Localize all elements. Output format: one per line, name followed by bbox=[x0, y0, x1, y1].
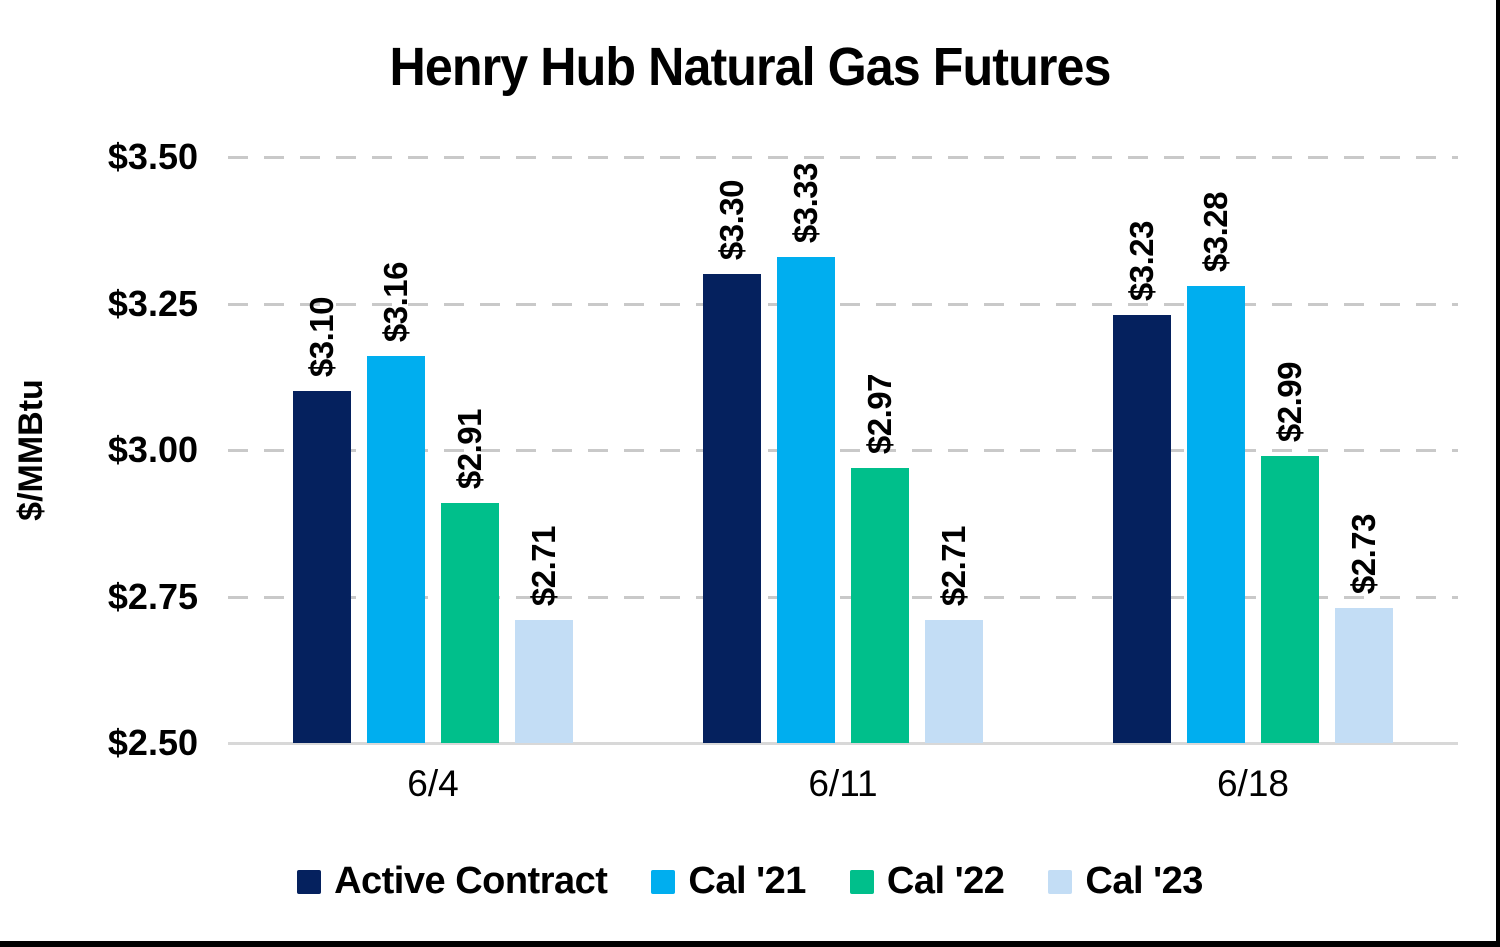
card-border-right bbox=[1496, 0, 1500, 947]
data-label-cal-23-6-18: $2.73 bbox=[1345, 514, 1382, 595]
legend-swatch-active-contract bbox=[297, 869, 322, 894]
bar-groups: $3.10 $3.16 $2.91 $2.71 $3.30 $3.33 $2.97 $2.71… bbox=[228, 157, 1458, 743]
bar-active-contract-6-4: $3.10 bbox=[293, 297, 351, 743]
bar-active-contract-6-18: $3.23 bbox=[1113, 221, 1171, 743]
data-label-cal-21-6-4: $3.16 bbox=[377, 262, 414, 343]
plot-area: $3.10 $3.16 $2.91 $2.71 $3.30 $3.33 $2.97 $2.71… bbox=[228, 156, 1458, 745]
data-label-cal-23-6-11: $2.71 bbox=[935, 525, 972, 606]
data-label-active-contract-6-11: $3.30 bbox=[713, 180, 750, 261]
legend-label-cal-22: Cal '22 bbox=[886, 860, 1005, 902]
bar-cal-23-6-4: $2.71 bbox=[515, 526, 573, 743]
gridline-3-50 bbox=[228, 156, 1458, 159]
data-label-cal-22-6-11: $2.97 bbox=[861, 373, 898, 454]
data-label-active-contract-6-18: $3.23 bbox=[1123, 221, 1160, 302]
bar-cal-22-6-4: $2.91 bbox=[441, 409, 499, 743]
bar-group-6-4: $3.10 $3.16 $2.91 $2.71 bbox=[228, 157, 638, 743]
gridline-2-75 bbox=[228, 595, 1458, 599]
bar-cal-21-6-11: $3.33 bbox=[777, 163, 835, 743]
y-tick-3-50: $3.50 bbox=[107, 136, 198, 177]
bar-group-6-18: $3.23 $3.28 $2.99 $2.73 bbox=[1048, 157, 1458, 743]
bar-cal-23-6-18: $2.73 bbox=[1335, 514, 1393, 743]
legend-item-active-contract: Active Contract bbox=[297, 860, 608, 903]
legend-label-cal-23: Cal '23 bbox=[1085, 860, 1203, 902]
legend-label-cal-21: Cal '21 bbox=[688, 860, 806, 902]
legend-swatch-cal-21 bbox=[651, 869, 676, 894]
bar-active-contract-6-11: $3.30 bbox=[703, 180, 761, 743]
bar-cal-22-6-11: $2.97 bbox=[851, 374, 909, 743]
data-label-cal-21-6-11: $3.33 bbox=[787, 162, 824, 243]
bar-cal-22-6-18: $2.99 bbox=[1261, 362, 1319, 743]
x-tick-6-4: 6/4 bbox=[407, 763, 459, 804]
bar-cal-21-6-18: $3.28 bbox=[1187, 192, 1245, 743]
data-label-cal-22-6-4: $2.91 bbox=[451, 408, 488, 489]
data-label-cal-22-6-18: $2.99 bbox=[1271, 361, 1308, 442]
legend: Active Contract Cal '21 Cal '22 Cal '23 bbox=[0, 860, 1500, 903]
x-axis-labels: 6/4 6/11 6/18 bbox=[228, 763, 1458, 805]
legend-item-cal-21: Cal '21 bbox=[651, 860, 806, 903]
card-border-bottom bbox=[0, 941, 1500, 947]
legend-swatch-cal-23 bbox=[1048, 869, 1073, 894]
data-label-cal-23-6-4: $2.71 bbox=[525, 525, 562, 606]
legend-label-active-contract: Active Contract bbox=[334, 860, 608, 902]
x-tick-6-11: 6/11 bbox=[808, 763, 878, 804]
y-tick-2-50: $2.50 bbox=[107, 722, 198, 763]
gridline-3-00 bbox=[228, 449, 1458, 452]
bar-cal-21-6-4: $3.16 bbox=[367, 262, 425, 743]
legend-swatch-cal-22 bbox=[849, 869, 874, 894]
bar-group-6-11: $3.30 $3.33 $2.97 $2.71 bbox=[638, 157, 1048, 743]
data-label-cal-21-6-18: $3.28 bbox=[1197, 191, 1234, 272]
legend-item-cal-23: Cal '23 bbox=[1048, 860, 1203, 903]
y-tick-3-25: $3.25 bbox=[107, 282, 198, 324]
x-tick-6-18: 6/18 bbox=[1216, 763, 1289, 804]
gridline-2-50 bbox=[228, 742, 1458, 745]
chart-title: Henry Hub Natural Gas Futures bbox=[389, 37, 1112, 97]
y-tick-3-00: $3.00 bbox=[107, 429, 198, 470]
gridline-3-25 bbox=[228, 302, 1458, 306]
legend-item-cal-22: Cal '22 bbox=[849, 860, 1005, 903]
y-tick-2-75: $2.75 bbox=[107, 575, 198, 617]
bar-cal-23-6-11: $2.71 bbox=[925, 526, 983, 743]
data-label-active-contract-6-4: $3.10 bbox=[303, 297, 340, 378]
